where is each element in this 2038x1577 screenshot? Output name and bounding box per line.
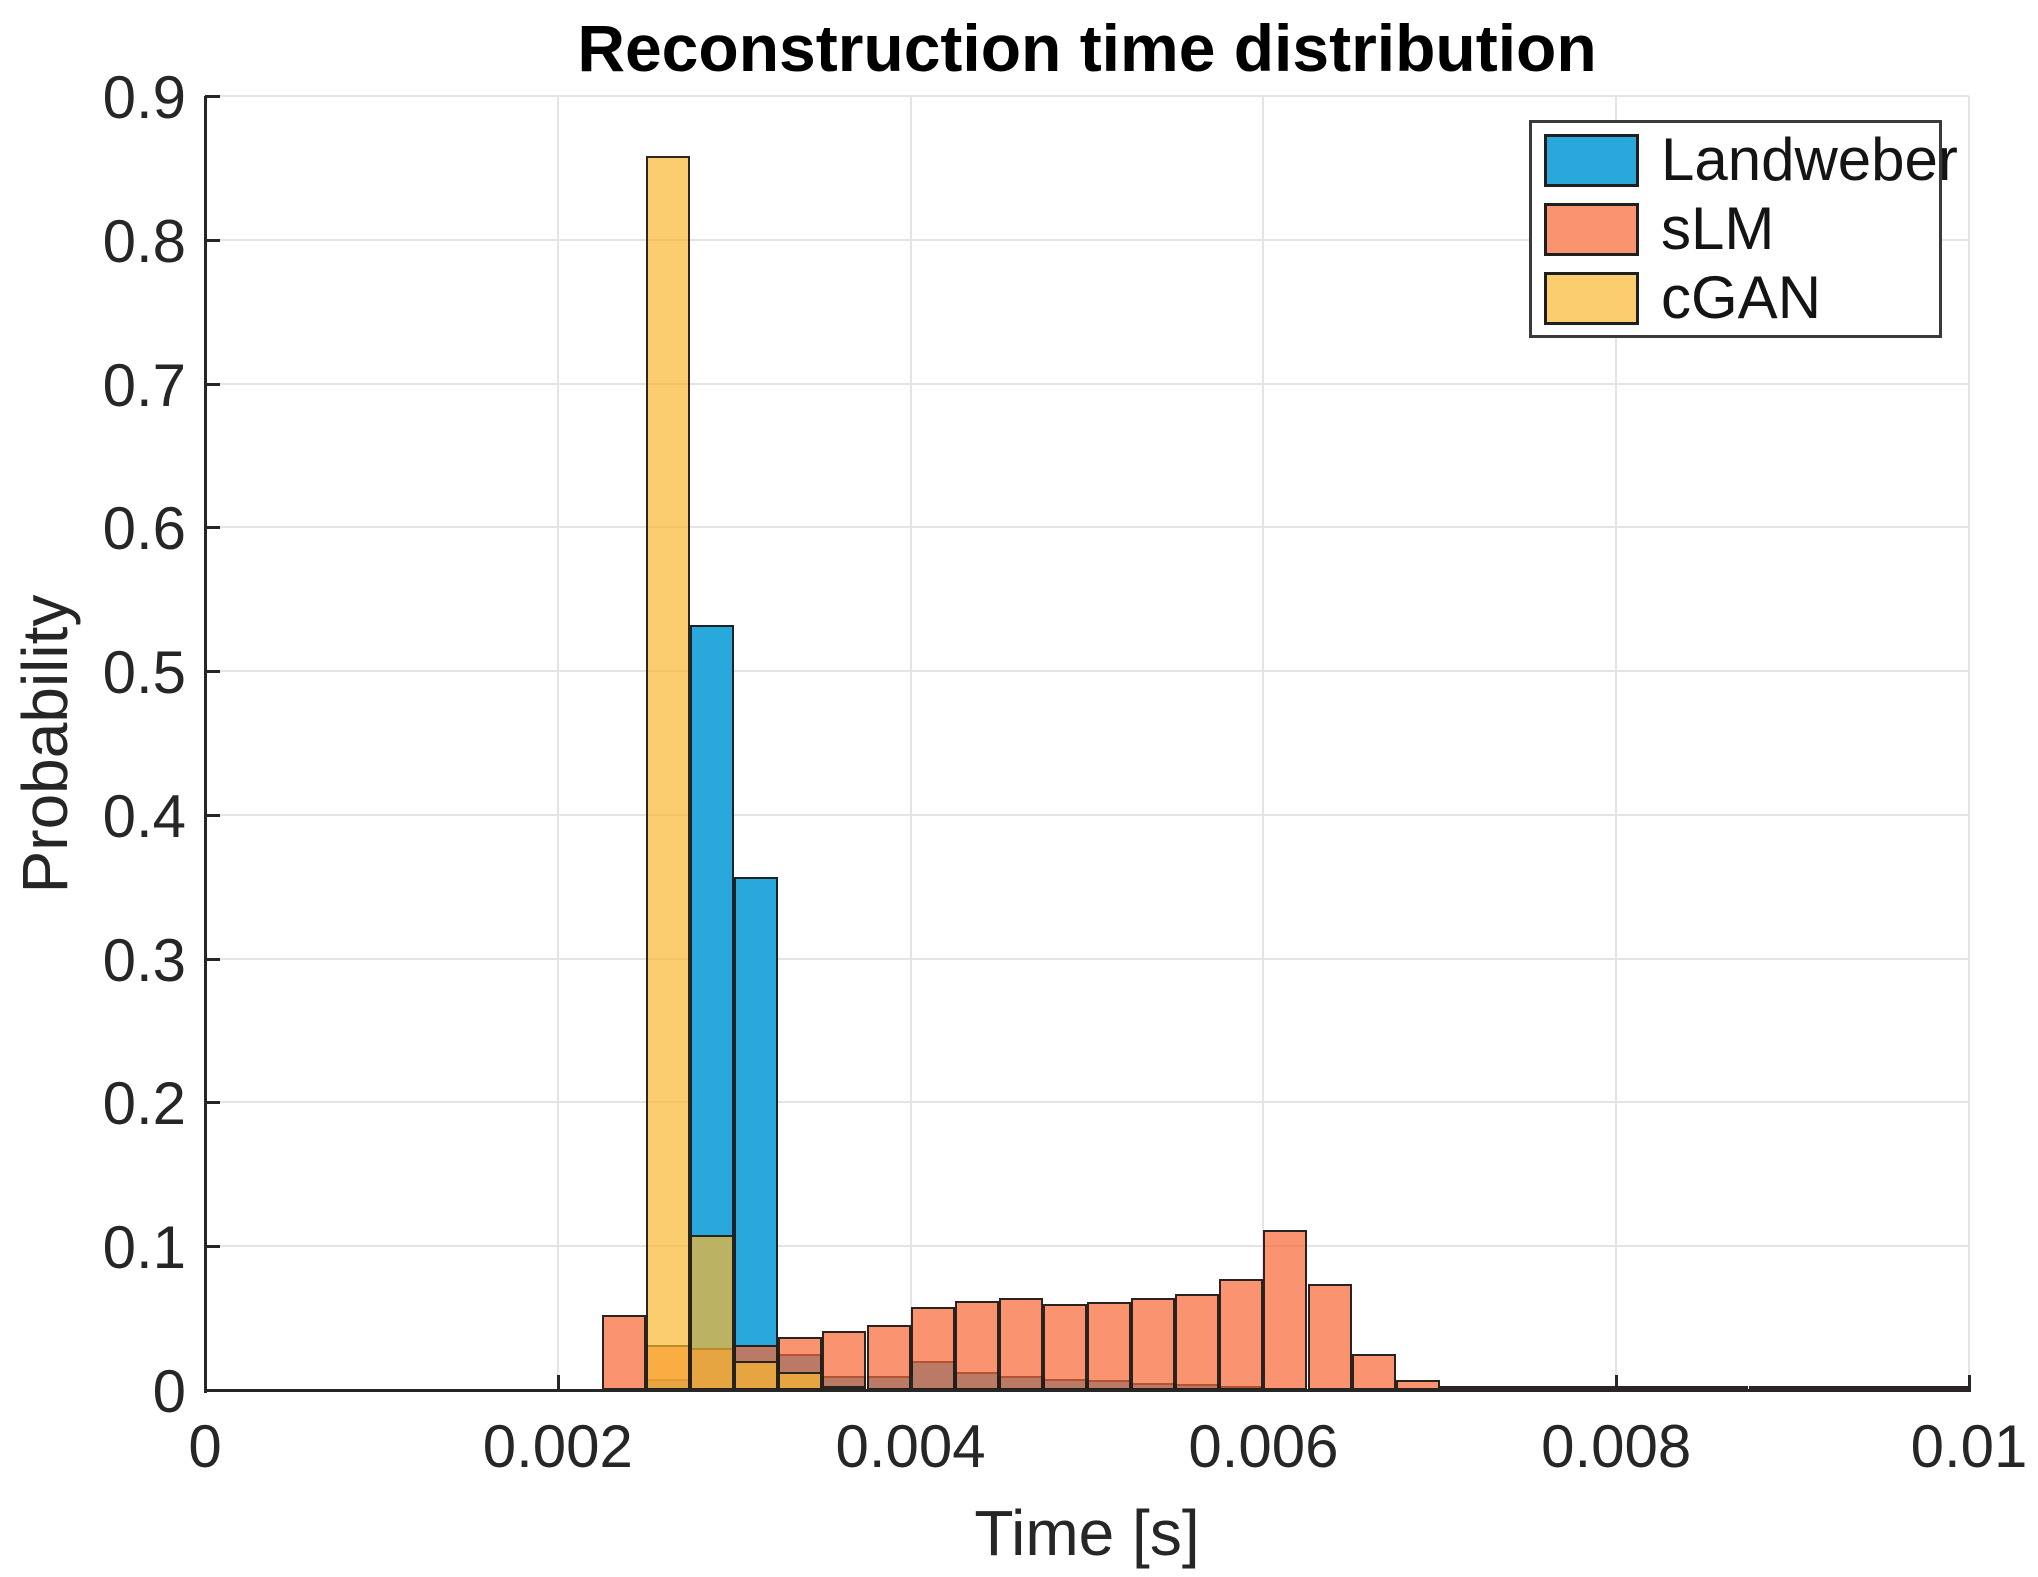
- x-axis-label: Time [s]: [974, 1497, 1200, 1569]
- histogram-bar-cgan: [690, 1234, 735, 1390]
- gridline-x: [1615, 96, 1618, 1390]
- y-tick: [205, 1101, 220, 1105]
- y-tick: [205, 238, 220, 242]
- y-tick: [205, 1245, 220, 1249]
- histogram-bar-slm: [1175, 1293, 1220, 1390]
- y-tick-label: 0.2: [102, 1070, 186, 1138]
- histogram-bar-cgan: [734, 1361, 779, 1390]
- x-tick: [204, 1375, 207, 1390]
- series-layer-cgan: [205, 96, 1969, 1390]
- gridline-y: [205, 382, 1969, 385]
- histogram-bar-slm: [998, 1297, 1043, 1390]
- x-tick: [909, 1375, 913, 1390]
- gridline-y: [205, 95, 1969, 97]
- histogram-bar-slm: [954, 1300, 999, 1390]
- gridline-y: [205, 670, 1969, 673]
- x-tick-label: 0.008: [1541, 1413, 1692, 1480]
- y-tick-label: 0: [152, 1358, 186, 1425]
- x-tick-label: 0.01: [1910, 1413, 2028, 1480]
- chart-title: Reconstruction time distribution: [577, 11, 1597, 85]
- histogram-bar-slm: [1219, 1279, 1264, 1390]
- x-tick: [1615, 1375, 1619, 1390]
- gridline-x: [556, 96, 559, 1390]
- legend-swatch-landweber: [1544, 133, 1639, 187]
- y-tick: [205, 382, 220, 386]
- x-tick: [556, 1375, 560, 1390]
- y-axis-label: Probability: [9, 594, 81, 894]
- histogram-bar-slm: [910, 1306, 955, 1390]
- gridline-y: [205, 238, 1969, 241]
- y-tick-label: 0.9: [102, 64, 186, 131]
- histogram-bar-slm: [1042, 1303, 1087, 1390]
- histogram-bar-slm: [601, 1315, 646, 1390]
- y-tick: [205, 1389, 220, 1392]
- gridline-y: [205, 1101, 1969, 1104]
- y-tick-label: 0.6: [102, 495, 186, 563]
- histogram-bar-cgan: [822, 1385, 867, 1390]
- y-tick-label: 0.8: [102, 207, 186, 275]
- gridlines-layer: [205, 95, 1970, 1390]
- y-tick: [205, 526, 220, 530]
- gridline-y: [205, 526, 1969, 529]
- y-tick-label: 0.3: [102, 926, 186, 994]
- legend-item-cgan: cGAN: [1532, 266, 1939, 330]
- legend-swatch-slm: [1544, 202, 1639, 256]
- gridline-y: [205, 957, 1969, 960]
- histogram-bar-cgan: [646, 156, 691, 1390]
- x-tick-label: 0.006: [1188, 1413, 1339, 1480]
- y-tick: [205, 813, 220, 817]
- x-tick-label: 0.002: [482, 1413, 633, 1480]
- y-tick-label: 0.5: [102, 639, 186, 707]
- y-tick: [205, 95, 220, 98]
- histogram-bar-slm: [1395, 1379, 1440, 1390]
- x-tick: [1262, 1375, 1266, 1390]
- y-tick-label: 0.1: [102, 1214, 186, 1282]
- legend-box: Landweber sLM cGAN: [1529, 120, 1958, 338]
- legend-item-landweber: Landweber: [1532, 128, 1958, 192]
- x-tick: [1968, 1375, 1971, 1390]
- gridline-y: [205, 1245, 1969, 1248]
- y-tick-label: 0.7: [102, 351, 186, 419]
- y-axis-spine: [204, 96, 207, 1393]
- y-tick-label: 0.4: [102, 782, 186, 850]
- y-tick: [205, 957, 220, 961]
- x-tick-label: 0: [188, 1413, 222, 1480]
- gridline-x: [1968, 96, 1970, 1390]
- legend-label-landweber: Landweber: [1661, 126, 1958, 193]
- histogram-bar-cgan: [778, 1372, 823, 1390]
- histogram-bar-slm: [1351, 1354, 1396, 1390]
- gridline-x: [909, 96, 912, 1390]
- histogram-bar-slm: [1131, 1297, 1176, 1390]
- y-tick: [205, 670, 220, 674]
- legend-label-slm: sLM: [1661, 195, 1775, 262]
- gridline-x: [1262, 96, 1265, 1390]
- legend-swatch-cgan: [1544, 271, 1639, 325]
- gridline-y: [205, 813, 1969, 816]
- x-tick-label: 0.004: [835, 1413, 986, 1480]
- histogram-bar-slm: [1307, 1283, 1352, 1390]
- histogram-bar-slm: [1263, 1230, 1308, 1390]
- x-axis-spine: [204, 1389, 1971, 1392]
- histogram-bar-slm: [1087, 1302, 1132, 1390]
- legend-label-cgan: cGAN: [1661, 264, 1822, 331]
- histogram-bar-slm: [1439, 1385, 1484, 1390]
- legend-item-slm: sLM: [1532, 197, 1939, 261]
